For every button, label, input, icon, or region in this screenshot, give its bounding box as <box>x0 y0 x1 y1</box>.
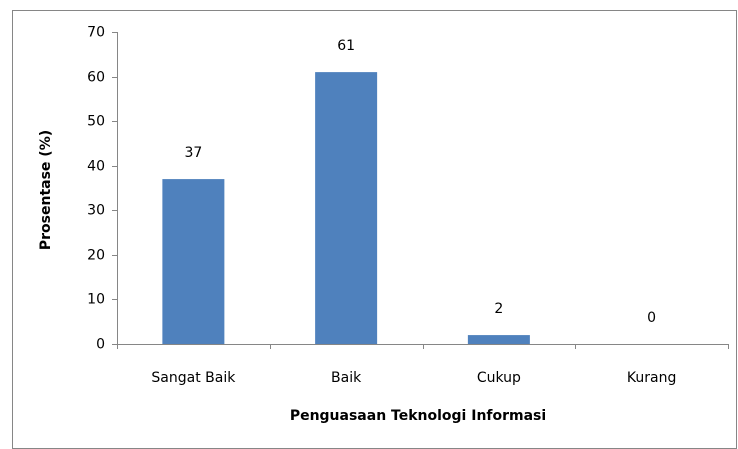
x-axis-label: Penguasaan Teknologi Informasi <box>290 408 546 424</box>
data-label: 0 <box>647 310 656 326</box>
bar <box>315 72 378 344</box>
data-label: 61 <box>337 38 355 54</box>
y-tick-label: 10 <box>87 292 105 308</box>
y-tick-label: 50 <box>87 114 105 130</box>
y-tick-label: 60 <box>87 70 105 86</box>
y-axis-label: Prosentase (%) <box>38 130 54 250</box>
y-tick-label: 40 <box>87 159 105 175</box>
bar <box>162 179 225 344</box>
data-label: 37 <box>184 145 202 161</box>
bar <box>467 335 530 344</box>
data-label: 2 <box>494 301 503 317</box>
x-tick-label: Kurang <box>627 370 676 386</box>
x-tick-label: Cukup <box>477 370 521 386</box>
y-tick-label: 20 <box>87 248 105 264</box>
y-tick-label: 30 <box>87 203 105 219</box>
x-tick-label: Sangat Baik <box>151 370 236 386</box>
y-tick-label: 70 <box>87 25 105 41</box>
y-tick-label: 0 <box>96 337 105 353</box>
x-tick-label: Baik <box>331 370 362 386</box>
